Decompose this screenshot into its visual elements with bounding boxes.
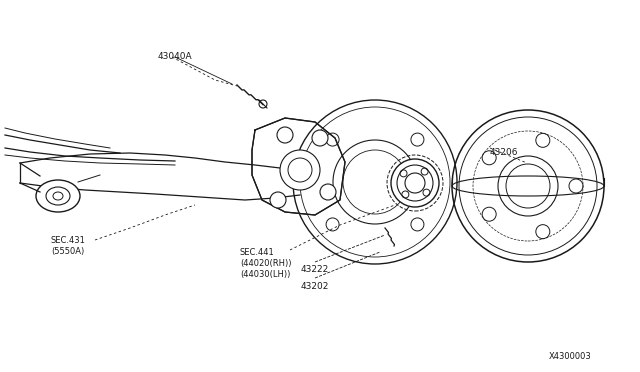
Text: 43202: 43202 [301, 282, 329, 291]
Polygon shape [252, 118, 345, 215]
Text: 43206: 43206 [490, 148, 518, 157]
Text: SEC.431
(5550A): SEC.431 (5550A) [51, 236, 85, 256]
Circle shape [391, 159, 439, 207]
Text: X4300003: X4300003 [549, 352, 592, 361]
Text: 43222: 43222 [301, 265, 329, 274]
Circle shape [280, 150, 320, 190]
Circle shape [270, 192, 286, 208]
Text: 43040A: 43040A [158, 52, 193, 61]
Circle shape [312, 130, 328, 146]
Circle shape [277, 127, 293, 143]
Text: SEC.441
(44020(RH))
(44030(LH)): SEC.441 (44020(RH)) (44030(LH)) [240, 248, 291, 279]
Ellipse shape [36, 180, 80, 212]
Circle shape [320, 184, 336, 200]
